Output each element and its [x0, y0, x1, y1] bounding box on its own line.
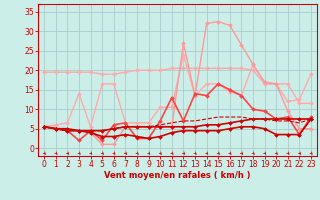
- X-axis label: Vent moyen/en rafales ( km/h ): Vent moyen/en rafales ( km/h ): [104, 171, 251, 180]
